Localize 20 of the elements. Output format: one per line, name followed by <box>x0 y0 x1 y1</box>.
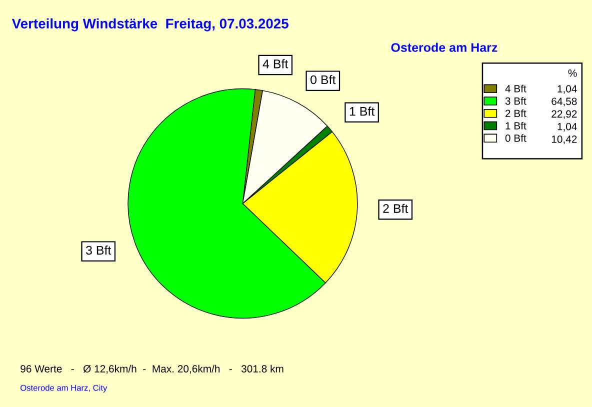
legend-label: 1 Bft <box>506 122 526 130</box>
data-label: 1,04 <box>558 122 577 132</box>
slice-label: 2 Bft <box>383 204 408 213</box>
legend-label: 4 Bft <box>505 84 526 92</box>
legend-label: 2 Bft <box>505 109 526 118</box>
legend-label: 0 Bft <box>505 134 526 142</box>
chart-subtitle: Osterode am Harz <box>391 42 498 52</box>
chart-title: Verteilung Windstärke Freitag, 07.03.2025 <box>12 18 288 32</box>
slice-label: 0 Bft <box>310 75 336 84</box>
data-label: 64,58 <box>552 98 577 106</box>
data-label: 10,42 <box>552 136 577 144</box>
slice-label: 1 Bft <box>350 106 375 116</box>
legend-label: 3 Bft <box>505 97 526 105</box>
slice-label: 4 Bft <box>262 59 288 68</box>
data-label: 22,92 <box>552 110 577 119</box>
legend-title: % <box>568 70 577 77</box>
text: 96 Werte - Ø 12,6km/h - Max. 20,6km/h - 301.8 km <box>20 364 284 374</box>
data-label: 1,04 <box>558 85 577 94</box>
text: Osterode am Harz, City <box>20 384 108 392</box>
slice-label: 3 Bft <box>86 246 112 255</box>
